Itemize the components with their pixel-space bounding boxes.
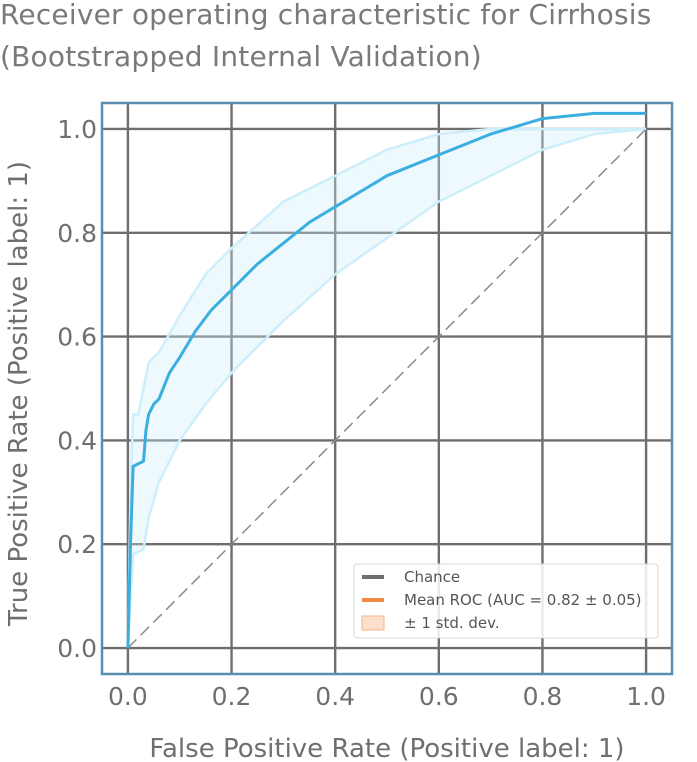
mean-roc-line <box>126 111 647 649</box>
y-tick-label: 0.8 <box>57 219 97 248</box>
y-tick-label: 1.0 <box>57 115 97 144</box>
std-dev-band-fill <box>127 129 647 648</box>
tick-labels: 0.0 0.2 0.4 0.6 0.8 1.0 0.0 0.2 0.4 0.6 0.8 1.0 <box>57 115 666 711</box>
x-axis-label: False Positive Rate (Positive label: 1) <box>149 734 624 762</box>
y-tick-label: 0.4 <box>57 426 97 455</box>
legend: Chance Mean ROC (AUC = 0.82 ± 0.05) ± 1 … <box>353 563 659 639</box>
y-tick-label: 0.2 <box>57 530 97 559</box>
x-tick-label: 0.0 <box>108 682 148 711</box>
series-lines <box>126 111 647 649</box>
y-tick-label: 0.6 <box>57 323 97 352</box>
chart-title: Receiver operating characteristic for Ci… <box>0 0 652 31</box>
legend-entry-chance: Chance <box>404 568 460 586</box>
chart-subtitle: (Bootstrapped Internal Validation) <box>0 40 482 73</box>
std-dev-upper-line <box>126 127 647 649</box>
legend-entry-mean-roc: Mean ROC (AUC = 0.82 ± 0.05) <box>404 591 642 609</box>
y-axis-label: True Positive Rate (Positive label: 1) <box>4 161 34 627</box>
chance-line <box>127 128 647 649</box>
x-tick-label: 1.0 <box>626 682 666 711</box>
axes-frame <box>100 101 674 676</box>
legend-entry-std-dev: ± 1 std. dev. <box>404 614 500 632</box>
std-dev-band <box>126 127 647 649</box>
x-tick-label: 0.4 <box>315 682 355 711</box>
legend-swatch-std-dev <box>361 615 385 631</box>
x-tick-label: 0.2 <box>212 682 252 711</box>
x-tick-label: 0.6 <box>419 682 459 711</box>
legend-box <box>353 563 659 639</box>
std-dev-lower-line <box>126 127 647 649</box>
x-tick-label: 0.8 <box>523 682 563 711</box>
y-tick-label: 0.0 <box>57 634 97 663</box>
